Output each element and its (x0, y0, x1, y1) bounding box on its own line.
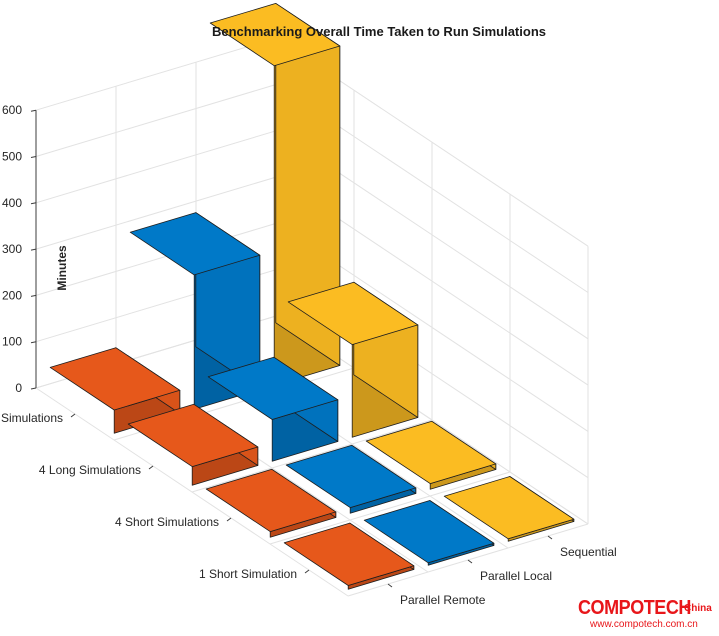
bar-top-face (443, 476, 575, 540)
series-tick-mark (467, 559, 473, 564)
series-tick-label: Parallel Remote (400, 593, 486, 607)
floor-gridline-col (35, 387, 349, 597)
bar-parallel-local (207, 356, 339, 462)
bar-top-face (283, 522, 415, 586)
z-tick-label: 0 (15, 381, 22, 395)
back-wall-gridline-z (35, 130, 277, 204)
z-tick-mark (30, 109, 37, 112)
z-tick-label: 200 (2, 288, 22, 302)
bar-top-face (363, 500, 495, 564)
bar-parallel-local (285, 444, 417, 514)
category-tick-label: 4 Long Simulations (39, 463, 141, 477)
bar-parallel-remote (127, 403, 259, 486)
category-tick-label: 4 Short Simulations (115, 515, 219, 529)
bar-parallel-local (363, 500, 495, 566)
series-tick-mark (387, 583, 393, 588)
z-tick-label: 100 (2, 335, 22, 349)
z-tick-label: 400 (2, 196, 22, 210)
bar-sequential (443, 476, 575, 542)
z-tick-mark (30, 341, 37, 344)
category-tick-mark (226, 517, 232, 522)
category-tick-mark (304, 569, 310, 574)
series-tick-mark (547, 535, 553, 540)
back-wall-gridline-z (35, 37, 277, 111)
bar-top-face (287, 281, 419, 346)
bar-top-face (205, 468, 337, 532)
category-tick-label: 1 Short Simulation (199, 567, 297, 581)
bar-sequential (365, 420, 497, 490)
bar-top-face (127, 403, 259, 468)
floor-gridline-row (269, 471, 511, 545)
category-tick-mark (148, 465, 154, 470)
z-tick-mark (30, 387, 37, 390)
back-wall-gridline-z (35, 222, 277, 296)
watermark-logo-text: COMPOTECH (578, 597, 691, 619)
category-tick-mark (70, 413, 76, 418)
watermark-url-text: www.compotech.com.cn (590, 619, 698, 630)
z-tick-label: 300 (2, 242, 22, 256)
back-wall-gridline-z (35, 176, 277, 250)
bar-top-face (207, 356, 339, 420)
z-tick-label: 500 (2, 150, 22, 164)
bar-parallel-remote (49, 347, 181, 434)
bar-top-face (285, 444, 417, 509)
axis-layer (30, 109, 553, 588)
bar-top-face (49, 347, 181, 411)
z-axis-label: Minutes (55, 245, 69, 291)
watermark-region-text: China (684, 603, 712, 614)
category-tick-label: 14 Long Simulations (0, 411, 63, 425)
bar-parallel-local (129, 212, 261, 410)
z-tick-label: 600 (2, 103, 22, 117)
floor-gridline-row (191, 419, 433, 493)
z-tick-mark (30, 156, 37, 158)
bar-layer (49, 3, 575, 590)
z-tick-mark (30, 202, 37, 205)
bar-top-face (209, 3, 341, 67)
bar-sequential (287, 281, 419, 438)
bar-top-face (129, 212, 261, 276)
bar-parallel-remote (205, 468, 337, 538)
z-tick-mark (30, 294, 37, 297)
bar-top-face (365, 420, 497, 485)
bar-parallel-remote (283, 522, 415, 590)
series-tick-label: Parallel Local (480, 569, 552, 583)
label-layer: Benchmarking Overall Time Taken to Run S… (0, 24, 617, 607)
z-tick-mark (30, 248, 37, 251)
series-tick-label: Sequential (560, 545, 617, 559)
chart-title: Benchmarking Overall Time Taken to Run S… (212, 24, 546, 39)
back-wall-gridline-z (35, 84, 277, 157)
